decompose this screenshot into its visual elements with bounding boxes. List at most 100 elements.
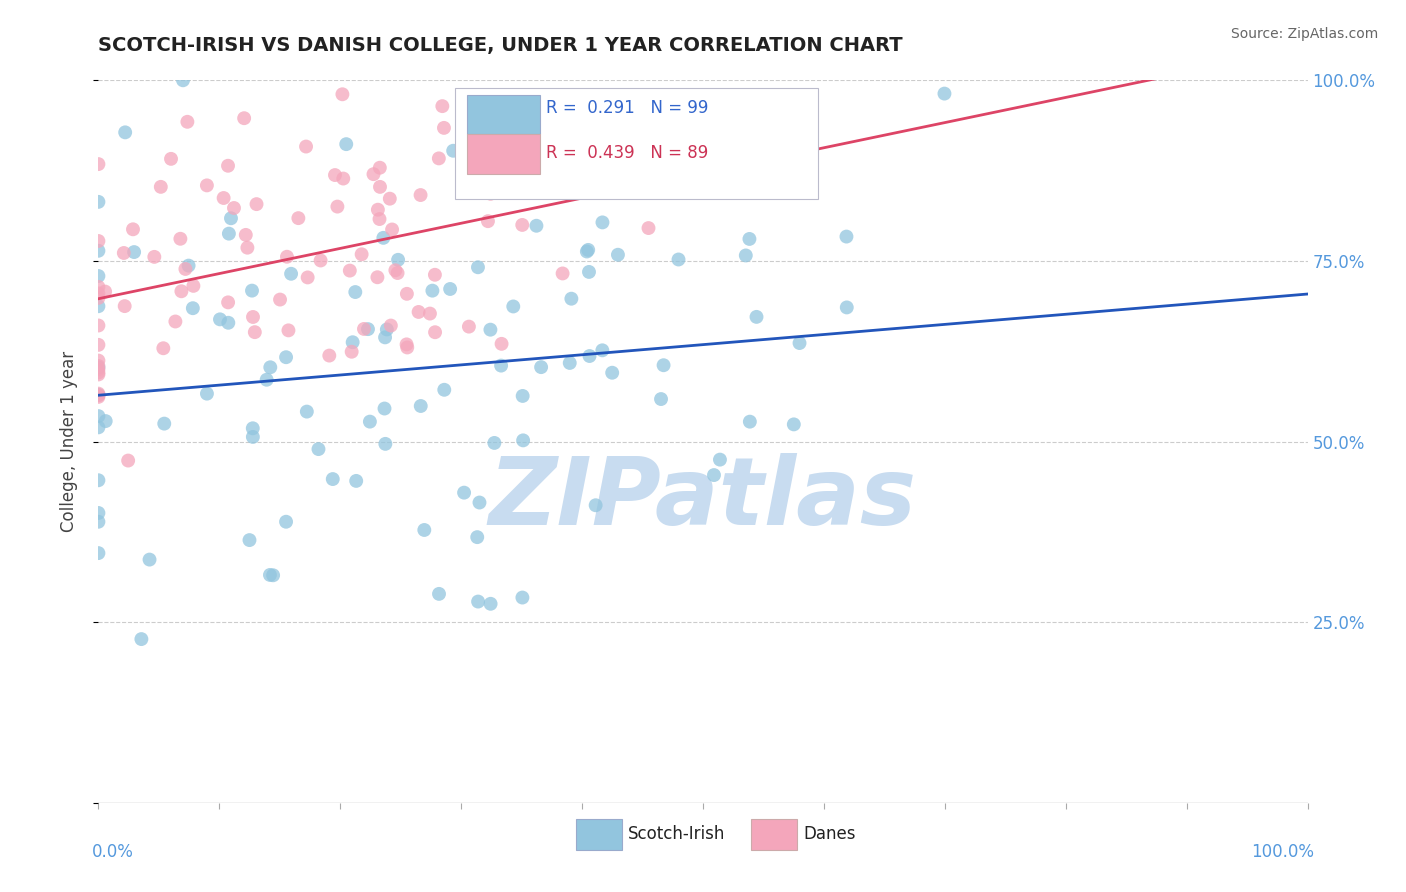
Point <box>395 286 418 301</box>
Point <box>368 180 391 194</box>
Point <box>87 194 110 209</box>
Point <box>122 222 145 236</box>
Point <box>87 234 110 248</box>
Point <box>467 260 489 275</box>
Text: SCOTCH-IRISH VS DANISH COLLEGE, UNDER 1 YEAR CORRELATION CHART: SCOTCH-IRISH VS DANISH COLLEGE, UNDER 1 … <box>98 36 903 54</box>
Point <box>357 322 380 336</box>
Point <box>738 415 761 429</box>
Point <box>709 452 731 467</box>
Point <box>87 353 110 368</box>
Point <box>484 436 506 450</box>
Point <box>359 415 381 429</box>
Point <box>342 335 364 350</box>
Point <box>87 291 110 305</box>
Point <box>240 284 263 298</box>
Point <box>576 243 599 257</box>
Text: Source: ZipAtlas.com: Source: ZipAtlas.com <box>1230 27 1378 41</box>
Point <box>149 179 172 194</box>
Point <box>607 248 630 262</box>
Point <box>467 594 489 608</box>
Point <box>87 360 110 375</box>
Text: 0.0%: 0.0% <box>93 843 134 861</box>
Point <box>652 358 675 372</box>
Point <box>367 202 389 217</box>
FancyBboxPatch shape <box>467 95 540 135</box>
Point <box>218 227 240 241</box>
Point <box>368 161 391 175</box>
Point <box>637 221 659 235</box>
Text: Scotch-Irish: Scotch-Irish <box>628 825 725 843</box>
Point <box>87 268 110 283</box>
Point <box>217 159 239 173</box>
Text: ZIPatlas: ZIPatlas <box>489 453 917 545</box>
Point <box>274 515 297 529</box>
Point <box>169 232 191 246</box>
Point <box>353 322 375 336</box>
Point <box>489 359 512 373</box>
Point <box>309 253 332 268</box>
Point <box>259 568 281 582</box>
Point <box>575 244 598 259</box>
Point <box>308 442 330 456</box>
Point <box>170 285 193 299</box>
Point <box>605 137 627 152</box>
Point <box>183 278 205 293</box>
Point <box>87 244 110 258</box>
Point <box>87 368 110 382</box>
Point <box>87 157 110 171</box>
Point <box>212 191 235 205</box>
Point <box>242 430 264 444</box>
Point <box>479 597 502 611</box>
Point <box>408 305 430 319</box>
Point <box>87 362 110 376</box>
Point <box>703 468 725 483</box>
Point <box>238 533 260 547</box>
Point <box>512 434 534 448</box>
Point <box>114 125 136 139</box>
Point <box>332 171 354 186</box>
Y-axis label: College, Under 1 year: College, Under 1 year <box>59 351 77 533</box>
Point <box>242 421 264 435</box>
Point <box>381 222 404 236</box>
Point <box>181 301 204 316</box>
Point <box>259 360 281 375</box>
Point <box>177 259 200 273</box>
Point <box>87 506 110 520</box>
Point <box>350 247 373 261</box>
Point <box>422 284 444 298</box>
Point <box>236 241 259 255</box>
Point <box>734 248 756 262</box>
Point <box>578 349 600 363</box>
Point <box>340 344 363 359</box>
Point <box>380 318 402 333</box>
Point <box>87 420 110 434</box>
Point <box>87 515 110 529</box>
Point <box>94 285 117 299</box>
Point <box>222 201 245 215</box>
Point <box>491 336 513 351</box>
Point <box>138 552 160 566</box>
Point <box>295 404 318 418</box>
Point <box>745 310 768 324</box>
Point <box>409 399 432 413</box>
Point <box>153 417 176 431</box>
Point <box>600 366 623 380</box>
Point <box>835 229 858 244</box>
Point <box>87 366 110 380</box>
Point <box>295 139 318 153</box>
Point <box>87 359 110 373</box>
Point <box>427 587 450 601</box>
Point <box>650 392 672 406</box>
Point <box>243 325 266 339</box>
Point <box>242 310 264 324</box>
Point <box>558 356 581 370</box>
Point <box>87 546 110 560</box>
Point <box>262 568 284 582</box>
Point <box>423 325 446 339</box>
Point <box>87 388 110 402</box>
Point <box>374 330 396 344</box>
Point <box>323 168 346 182</box>
Point <box>195 178 218 193</box>
Point <box>269 293 291 307</box>
Point <box>233 112 256 126</box>
